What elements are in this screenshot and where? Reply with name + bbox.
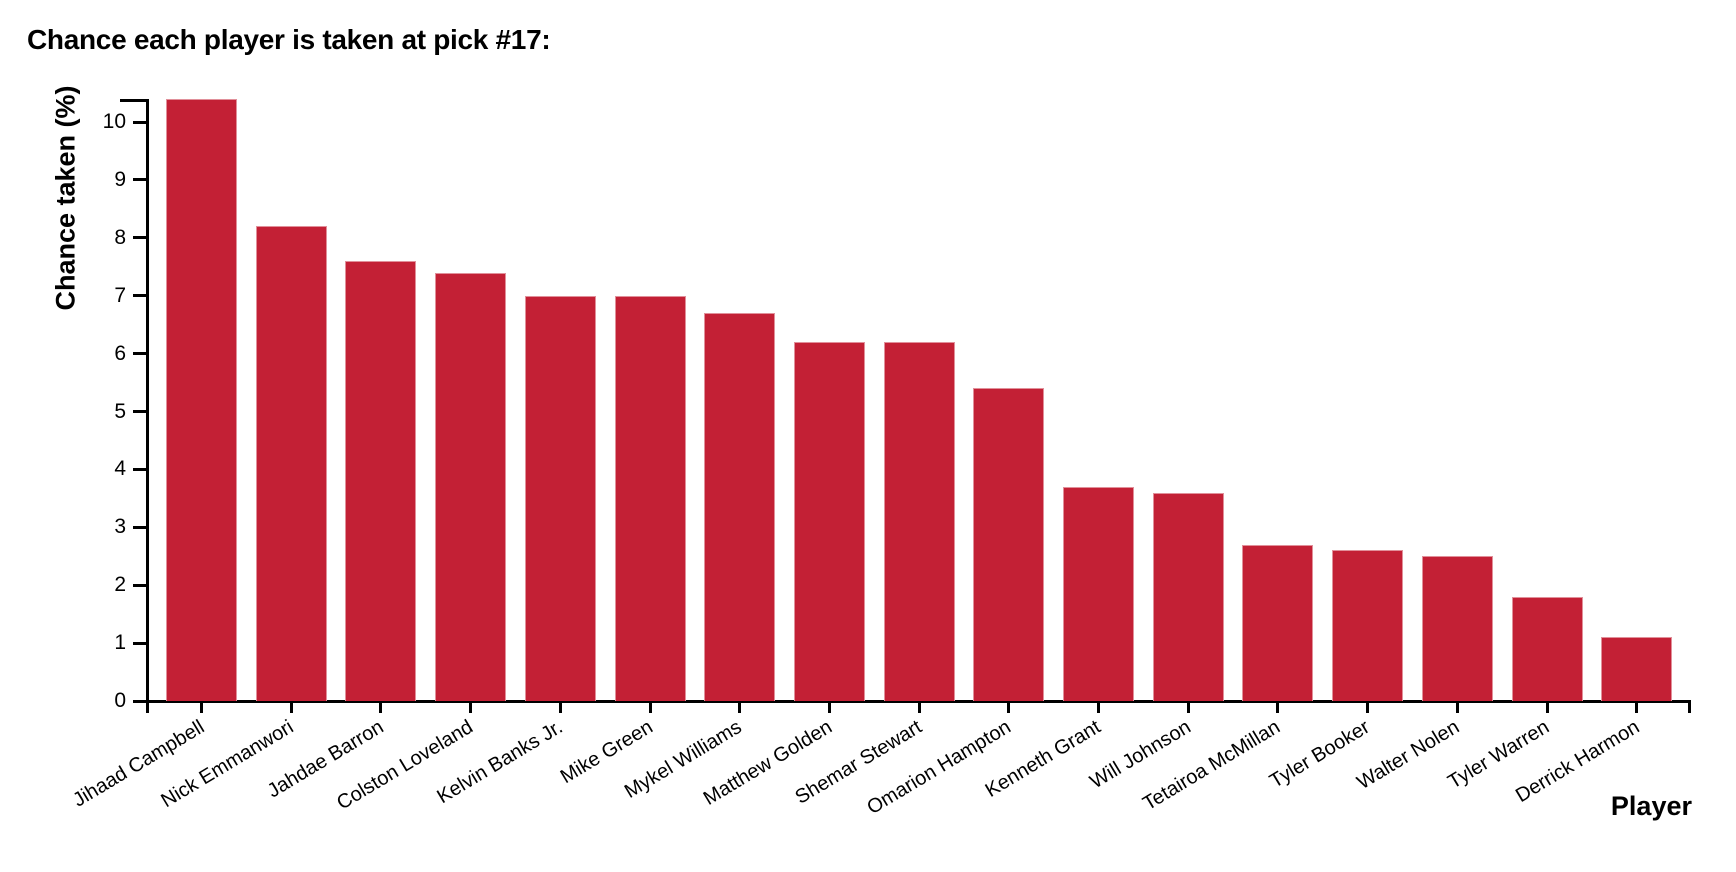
- x-tick-label-walter-nolen: Walter Nolen: [1353, 716, 1464, 795]
- y-tick: [133, 410, 146, 413]
- bar-mykel-williams: [704, 313, 776, 701]
- bar-mike-green: [614, 295, 686, 701]
- x-tick: [1545, 703, 1549, 713]
- bar-kenneth-grant: [1063, 486, 1134, 701]
- x-tick: [200, 703, 203, 713]
- y-tick-label: 5: [114, 399, 126, 423]
- y-axis-line: [146, 98, 149, 713]
- bar-jahdae-barron: [345, 260, 417, 701]
- x-axis-end-cap: [1688, 700, 1691, 713]
- bar-derrick-harmon: [1601, 637, 1673, 701]
- y-tick-label: 8: [114, 225, 126, 249]
- y-tick-label: 2: [114, 573, 126, 597]
- y-tick: [133, 583, 146, 587]
- x-axis-line: [146, 700, 1691, 703]
- x-tick: [289, 703, 293, 713]
- x-tick: [1097, 703, 1100, 713]
- y-tick-label: 4: [114, 457, 126, 481]
- bar-will-johnson: [1152, 492, 1224, 701]
- y-tick-label: 1: [114, 631, 126, 655]
- x-axis-title: Player: [1610, 791, 1692, 821]
- x-tick: [469, 703, 473, 713]
- bar-tyler-booker: [1332, 550, 1404, 701]
- x-tick: [1276, 703, 1280, 713]
- y-tick: [133, 178, 146, 182]
- x-tick: [1366, 703, 1370, 713]
- x-tick: [1186, 703, 1190, 713]
- y-tick-label: 10: [102, 110, 126, 133]
- y-tick: [133, 525, 146, 529]
- x-tick: [738, 703, 742, 713]
- y-tick-label: 3: [114, 515, 126, 539]
- bar-matthew-golden: [793, 342, 865, 701]
- y-tick: [133, 641, 146, 645]
- x-tick: [1455, 703, 1459, 713]
- y-tick: [133, 352, 146, 356]
- y-tick: [133, 294, 146, 298]
- bar-tyler-warren: [1511, 596, 1583, 701]
- bar-kelvin-banks-jr: [524, 295, 596, 701]
- x-tick: [1007, 703, 1011, 713]
- y-tick: [133, 699, 146, 703]
- x-tick: [648, 703, 652, 713]
- y-tick-label: 9: [114, 167, 126, 191]
- x-tick: [917, 703, 921, 713]
- y-tick-label: 7: [114, 283, 126, 307]
- bar-omarion-hampton: [973, 388, 1045, 701]
- bar-colston-loveland: [435, 272, 507, 701]
- x-tick: [1635, 703, 1639, 713]
- y-tick-label: 6: [114, 341, 126, 365]
- x-tick: [379, 703, 383, 713]
- bar-walter-nolen: [1421, 556, 1493, 701]
- chart-title: Chance each player is taken at pick #17:: [27, 24, 551, 55]
- y-tick: [133, 236, 146, 240]
- x-tick: [558, 703, 562, 713]
- bar-shemar-stewart: [883, 342, 955, 701]
- bar-tetairoa-mcmillan: [1242, 544, 1314, 701]
- y-axis-end-cap: [120, 98, 148, 102]
- y-tick: [133, 120, 146, 124]
- bar-jihaad-campbell: [166, 98, 237, 701]
- x-tick: [827, 703, 831, 713]
- y-tick: [133, 467, 146, 471]
- y-tick-label: 0: [114, 689, 126, 712]
- bar-nick-emmanwori: [255, 226, 327, 701]
